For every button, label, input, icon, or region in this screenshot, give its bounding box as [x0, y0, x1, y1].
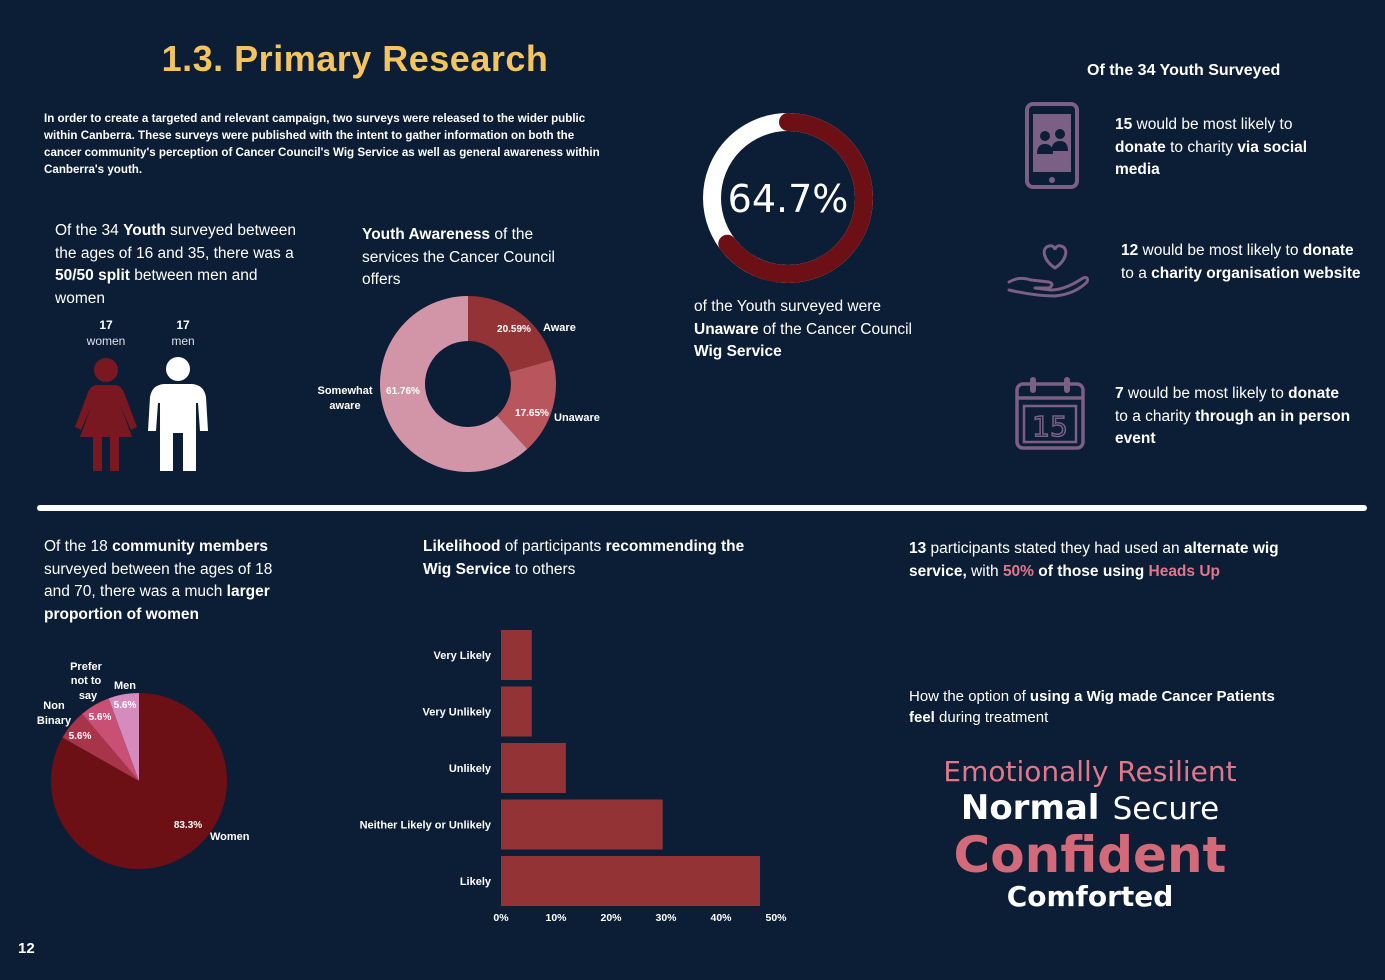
awareness-category-unaware: Unaware: [554, 412, 600, 424]
man-icon: [148, 357, 208, 471]
community-slice-1: [62, 713, 139, 781]
section-divider: [37, 505, 1367, 511]
recommend-xtick-2: 20%: [600, 912, 622, 924]
community-category-nonbinary-2: Binary: [37, 715, 72, 727]
recommend-bar-0: [501, 630, 532, 680]
recommend-xtick-4: 40%: [710, 912, 732, 924]
unaware-ring-fill: [703, 113, 873, 283]
recommend-heading: Likelihood of participants recommending …: [423, 538, 745, 578]
community-slice-2: [82, 698, 139, 781]
calendar-event-icon: 15: [1015, 377, 1085, 450]
word-comforted: Comforted: [1006, 880, 1174, 913]
community-category-women: Women: [210, 831, 250, 843]
recommend-category-label-4: Likely: [460, 876, 492, 888]
recommend-bar-chart: Very Likely Very Unlikely Unlikely Neither …: [360, 630, 787, 924]
awareness-slice-1: [496, 359, 556, 450]
phone-social-icon: [1025, 102, 1079, 189]
awareness-value-label-1: 17.65%: [515, 408, 549, 419]
recommend-xtick-5: 50%: [765, 912, 787, 924]
community-category-prefer-1: Prefer: [70, 661, 103, 673]
recommend-xtick-1: 10%: [545, 912, 567, 924]
youth-gender-text: Of the 34 Youth surveyed between the age…: [55, 222, 296, 307]
donation-heading: Of the 34 Youth Surveyed: [1087, 62, 1281, 79]
donation-item-social: 15 would be most likely to donate to cha…: [1115, 116, 1308, 178]
word-confident: Confident: [953, 826, 1227, 884]
awareness-slice-0: [468, 296, 553, 373]
community-slice-0: [51, 693, 228, 869]
heart-hand-icon: [1007, 244, 1089, 298]
community-category-prefer-2: not to: [71, 675, 102, 687]
recommend-xtick-3: 30%: [655, 912, 677, 924]
awareness-category-somewhat-2: aware: [329, 400, 360, 412]
community-text: Of the 18 community members surveyed bet…: [44, 538, 273, 623]
donation-item-website: 12 would be most likely to donate to a c…: [1121, 242, 1361, 282]
recommend-bar-1: [501, 686, 532, 737]
page-title: 1.3. Primary Research: [161, 38, 549, 79]
awareness-value-label-2: 61.76%: [386, 386, 420, 397]
alternate-text: 13 participants stated they had used an …: [909, 540, 1279, 580]
community-category-nonbinary-1: Non: [43, 700, 65, 712]
recommend-category-label-1: Very Unlikely: [423, 707, 492, 719]
donation-item-event: 7 would be most likely to donate to a ch…: [1115, 385, 1351, 447]
feelings-heading: How the option of using a Wig made Cance…: [909, 688, 1275, 726]
awareness-slice-2: [380, 296, 528, 472]
recommend-bar-2: [501, 743, 566, 793]
unaware-percent: 64.7%: [728, 177, 849, 221]
community-pie-chart: 83.3%5.6%5.6%5.6%WomenNonBinaryPrefernot…: [37, 661, 250, 869]
recommend-xtick-0: 0%: [493, 912, 509, 924]
community-category-men: Men: [114, 680, 136, 692]
awareness-donut-chart: 20.59% 17.65% 61.76% Aware Unaware Somewhat aw…: [317, 296, 600, 472]
recommend-category-label-2: Unlikely: [449, 763, 492, 775]
recommend-category-label-3: Neither Likely or Unlikely: [360, 820, 492, 832]
intro-paragraph: In order to create a targeted and releva…: [44, 112, 600, 176]
calendar-day-number: 15: [1032, 410, 1068, 443]
word-secure: Secure: [1112, 791, 1220, 827]
community-category-prefer-3: say: [79, 690, 98, 702]
awareness-category-aware: Aware: [543, 322, 576, 334]
community-slice-3: [108, 693, 139, 781]
word-row-normal-secure: Normal Secure: [900, 788, 1280, 828]
unaware-ring: 64.7%: [703, 113, 873, 283]
gender-figures: [75, 357, 208, 471]
unaware-text: of the Youth surveyed were Unaware of th…: [694, 298, 912, 360]
women-count-label: 17 women: [86, 318, 126, 348]
recommend-bar-4: [501, 856, 761, 906]
men-count-label: 17 men: [171, 318, 195, 348]
awareness-value-label-0: 20.59%: [497, 324, 531, 335]
recommend-category-label-0: Very Likely: [434, 650, 492, 662]
word-normal: Normal: [960, 788, 1100, 828]
community-value-label-3: 5.6%: [114, 700, 137, 711]
recommend-bar-3: [501, 799, 663, 850]
community-value-label-0: 83.3%: [174, 820, 202, 831]
community-value-label-1: 5.6%: [69, 731, 92, 742]
page-number: 12: [18, 940, 35, 957]
community-value-label-2: 5.6%: [89, 712, 112, 723]
awareness-heading: Youth Awareness of the services the Canc…: [362, 226, 555, 288]
woman-icon: [75, 358, 137, 471]
awareness-category-somewhat-1: Somewhat: [317, 385, 372, 397]
word-emotionally-resilient: Emotionally Resilient: [943, 755, 1237, 788]
